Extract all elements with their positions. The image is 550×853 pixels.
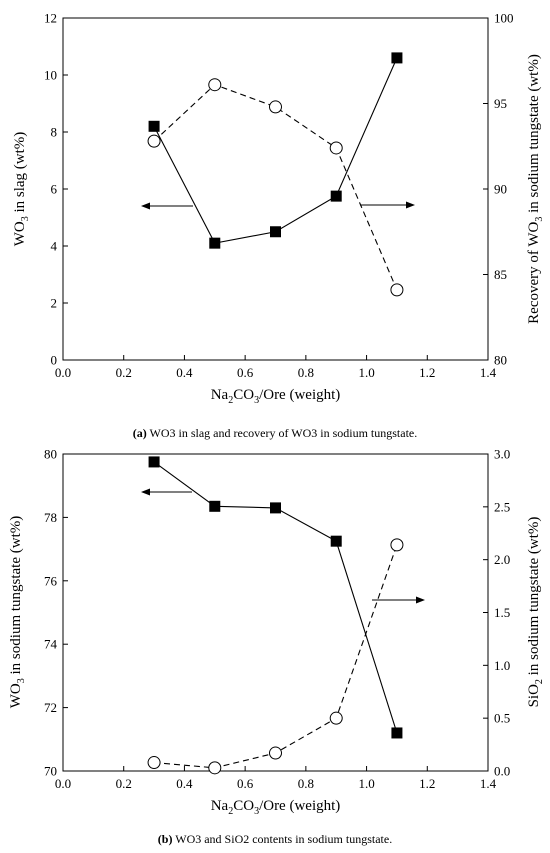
chart-b-x-tick-label: 0.0: [55, 776, 71, 791]
chart-a-left-ticks: 0 2 4 6 8 10 12: [44, 11, 68, 368]
chart-a-x-ticks: 0.0 0.2 0.4 0.6 0.8 1.0 1.2 1.4: [55, 355, 497, 380]
chart-b-left-tick-label: 70: [44, 764, 57, 779]
chart-b-frame: [62, 453, 489, 772]
chart-b-right-tick-label: 2.0: [494, 552, 510, 567]
chart-a-x-axis-label: Na2CO3/Ore (weight): [211, 387, 341, 406]
chart-a-x-tick-label: 0.2: [116, 365, 132, 380]
chart-b-x-axis-label: Na2CO3/Ore (weight): [211, 798, 341, 817]
chart-a-left-tick-label: 10: [44, 68, 57, 83]
chart-b-x-tick-label: 1.2: [419, 776, 435, 791]
chart-b: 0.0 0.2 0.4 0.6 0.8 1.0 1.2 1.4 70 72 74 76 78 80 0.…: [8, 447, 545, 847]
chart-a-square-point: [148, 120, 160, 132]
chart-a-caption: (a) WO3 in slag and recovery of WO3 in s…: [133, 426, 418, 440]
chart-b-left-tick-label: 76: [44, 573, 58, 588]
chart-b-left-tick-label: 80: [44, 447, 57, 462]
chart-a-square-point: [330, 190, 342, 202]
chart-a-right-tick-label: 85: [494, 267, 507, 282]
chart-b-left-tick-label: 74: [44, 637, 58, 652]
chart-b-x-tick-label: 0.6: [237, 776, 254, 791]
chart-a-x-tick-label: 0.8: [298, 365, 314, 380]
chart-b-circle-point: [269, 746, 282, 760]
chart-b-circle-point: [329, 711, 343, 725]
chart-a-left-arrow: [141, 202, 193, 210]
chart-b-right-ticks: 0.0 0.5 1.0 1.5 2.0 2.5 3.0: [483, 447, 510, 779]
chart-a-left-tick-label: 0: [51, 353, 58, 368]
chart-b-left-tick-label: 72: [44, 700, 57, 715]
chart-b-right-tick-label: 0.0: [494, 764, 510, 779]
chart-a-x-tick-label: 1.0: [358, 365, 374, 380]
chart-b-square-point: [209, 500, 221, 512]
chart-a-right-axis-label: Recovery of WO3 in sodium tungstate (wt%…: [526, 54, 545, 324]
chart-b-circle-point: [390, 538, 404, 552]
chart-b-right-tick-label: 3.0: [494, 447, 510, 462]
chart-b-right-tick-label: 0.5: [494, 711, 510, 726]
chart-a-marks: [147, 52, 404, 297]
chart-b-caption: (b) WO3 and SiO2 contents in sodium tung…: [158, 832, 392, 846]
chart-a: 0.0 0.2 0.4 0.6 0.8 1.0 1.2 1.4 0 2 4 6 8 10 12 80 85 9…: [12, 11, 545, 441]
chart-a-square-point: [209, 237, 221, 249]
chart-b-circle-point: [208, 761, 222, 775]
chart-b-right-axis-label: SiO2 in sodium tungstate (wt%): [526, 517, 545, 708]
chart-b-marks: [147, 456, 404, 775]
chart-a-circle-point: [208, 78, 222, 92]
chart-a-square-point: [391, 52, 403, 64]
chart-a-right-tick-label: 95: [494, 96, 507, 111]
chart-b-left-arrow: [141, 488, 192, 496]
chart-b-square-point: [148, 456, 160, 468]
chart-b-square-point: [270, 502, 281, 514]
chart-b-x-tick-label: 0.8: [298, 776, 314, 791]
chart-b-right-tick-label: 1.5: [494, 605, 510, 620]
chart-a-circle-point: [329, 141, 343, 155]
chart-b-series-right-line: [154, 544, 398, 769]
chart-b-x-tick-label: 1.4: [480, 776, 497, 791]
chart-a-circle-point: [390, 283, 404, 297]
chart-a-right-tick-label: 80: [494, 353, 507, 368]
chart-b-right-tick-label: 1.0: [494, 658, 510, 673]
chart-a-x-tick-label: 0.4: [176, 365, 193, 380]
chart-a-left-tick-label: 2: [51, 296, 58, 311]
chart-a-left-tick-label: 8: [51, 125, 58, 140]
chart-b-circle-point: [147, 756, 161, 770]
chart-a-right-tick-label: 100: [494, 11, 514, 26]
chart-b-square-point: [330, 535, 342, 547]
chart-a-series-left-line: [153, 57, 398, 244]
chart-a-right-arrow: [360, 201, 415, 209]
chart-a-left-tick-label: 4: [51, 239, 58, 254]
chart-a-series-right-line: [153, 84, 398, 291]
chart-a-x-tick-label: 1.4: [480, 365, 497, 380]
chart-a-x-tick-label: 0.6: [237, 365, 254, 380]
chart-b-left-axis-label: WO3 in sodium tungstate (wt%): [8, 516, 27, 708]
chart-a-frame: [62, 17, 489, 361]
chart-b-x-tick-label: 0.4: [176, 776, 193, 791]
chart-b-right-tick-label: 2.5: [494, 499, 510, 514]
chart-a-right-ticks: 80 85 90 95 100: [483, 11, 514, 368]
chart-b-left-ticks: 70 72 74 76 78 80: [44, 447, 68, 779]
chart-a-x-tick-label: 0.0: [55, 365, 71, 380]
chart-a-left-tick-label: 6: [51, 182, 58, 197]
chart-a-square-point: [270, 226, 281, 238]
chart-b-x-tick-label: 0.2: [116, 776, 132, 791]
chart-a-left-axis-label: WO3 in slag (wt%): [12, 132, 31, 247]
chart-a-circle-point: [147, 134, 161, 148]
chart-a-right-tick-label: 90: [494, 182, 507, 197]
chart-a-x-tick-label: 1.2: [419, 365, 435, 380]
chart-b-left-tick-label: 78: [44, 510, 57, 525]
chart-b-x-tick-label: 1.0: [358, 776, 374, 791]
chart-b-right-arrow: [372, 596, 425, 604]
chart-a-left-tick-label: 12: [44, 11, 57, 26]
chart-b-square-point: [391, 727, 403, 739]
chart-b-x-ticks: 0.0 0.2 0.4 0.6 0.8 1.0 1.2 1.4: [55, 766, 497, 791]
chart-a-circle-point: [269, 100, 282, 114]
